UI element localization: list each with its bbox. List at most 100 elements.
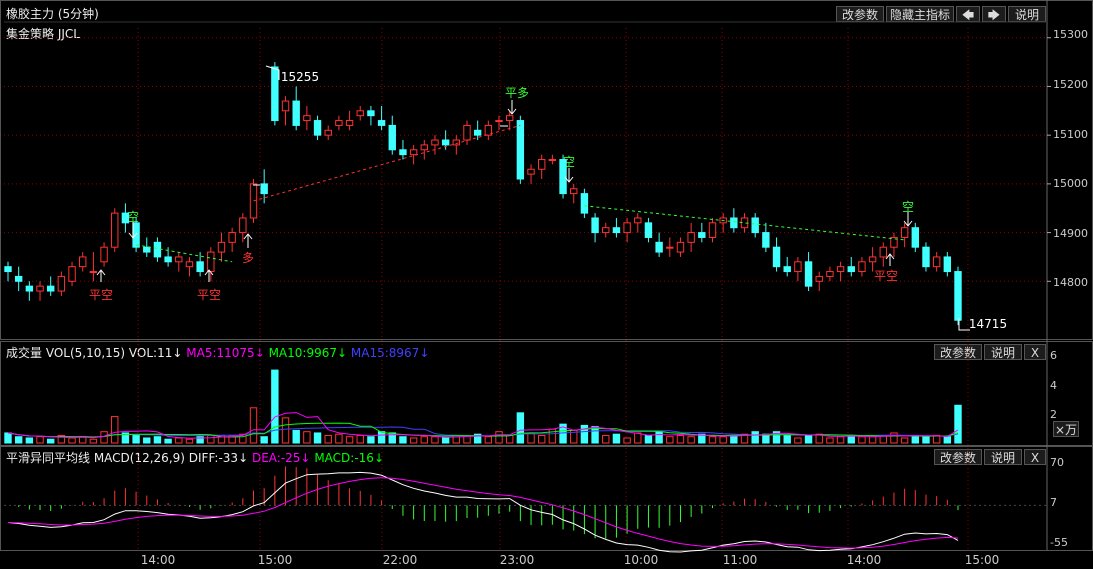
candle-body xyxy=(623,222,631,234)
volume-bar xyxy=(143,437,151,444)
candle-body xyxy=(164,256,172,263)
macd-params-button[interactable]: 改参数 xyxy=(934,449,982,465)
high-leader-line xyxy=(265,65,280,80)
volume-bar xyxy=(207,434,215,444)
macd-help-button[interactable]: 说明 xyxy=(984,449,1022,465)
macd-close-button[interactable]: X xyxy=(1024,449,1046,465)
candle-body xyxy=(602,227,610,234)
candle-body xyxy=(399,149,407,156)
signal-arrow-flat-short-2-head xyxy=(204,269,214,276)
candle-body xyxy=(591,217,599,234)
candle-body xyxy=(100,246,108,263)
candle-body xyxy=(644,222,653,238)
volume-bar xyxy=(666,436,674,444)
candle-body xyxy=(303,115,311,122)
macd-indicator-title: 平滑异同平均线 MACD(12,26,9) DIFF:-33↓ DEA:-25↓… xyxy=(6,449,384,466)
price-tick-15000: 15000 xyxy=(1053,177,1088,190)
candle-body xyxy=(260,183,268,195)
volume-bar xyxy=(431,436,439,444)
candle-body xyxy=(516,120,525,180)
candle-body xyxy=(858,261,866,273)
candle-body xyxy=(730,217,738,229)
volume-bar xyxy=(644,434,653,444)
low-leader-line xyxy=(958,318,970,331)
volume-bar xyxy=(943,436,952,444)
candle-body xyxy=(836,266,845,273)
volume-bar xyxy=(281,417,290,444)
macd-value-arrow: ↓ xyxy=(373,451,384,465)
time-tick-2200: 22:00 xyxy=(382,553,418,567)
volume-close-button[interactable]: X xyxy=(1024,344,1046,360)
candle-body xyxy=(367,110,375,117)
candle-body xyxy=(580,193,589,214)
signal-arrow-short-3-head xyxy=(903,220,913,227)
main-chart-panel: 橡胶主力 (5分钟) 集金策略 JJCL 改参数 隐藏主指标 🡄 🡆 说明 15… xyxy=(6,6,1088,289)
time-tick-1000: 10:00 xyxy=(623,553,659,567)
volume-bar xyxy=(580,424,589,444)
candle-body xyxy=(473,129,482,136)
candle-body xyxy=(943,256,952,273)
volume-bar xyxy=(602,434,610,444)
signal-arrow-flat-short-1-head xyxy=(96,269,106,276)
volume-bar xyxy=(708,436,717,444)
price-tick-15100: 15100 xyxy=(1053,128,1088,141)
macd-tick-neg55: -55 xyxy=(1050,536,1068,549)
candle-body xyxy=(217,241,226,253)
time-tick-2300: 23:00 xyxy=(499,553,535,567)
candle-body xyxy=(313,120,322,136)
volume-help-button[interactable]: 说明 xyxy=(984,344,1022,360)
candle-body xyxy=(911,227,920,248)
macd-tick-7: 7 xyxy=(1050,496,1057,509)
volume-bar xyxy=(740,433,749,444)
volume-tick-4: 4 xyxy=(1050,379,1057,392)
main-panel-border xyxy=(0,0,1093,340)
candle-body xyxy=(505,115,514,122)
candle-body xyxy=(868,256,877,263)
volume-bar xyxy=(260,436,268,444)
candle-body xyxy=(324,129,332,136)
candle-body xyxy=(847,266,855,273)
volume-bar xyxy=(719,436,727,444)
volume-bar xyxy=(484,436,493,444)
volume-bar xyxy=(57,434,66,444)
signal-arrow-short-1-head xyxy=(128,232,138,239)
candle-body xyxy=(207,251,215,273)
volume-bar xyxy=(826,437,834,444)
signal-arrow-flat-short-3-head xyxy=(885,253,895,260)
volume-unit-button[interactable]: ×万 xyxy=(1053,421,1079,437)
candle-body xyxy=(794,261,802,273)
volume-params-button[interactable]: 改参数 xyxy=(934,344,982,360)
volume-bar xyxy=(271,369,279,444)
candle-body xyxy=(36,285,44,292)
candle-body xyxy=(954,271,962,321)
scroll-left-button[interactable]: 🡄 xyxy=(956,6,980,22)
volume-bar xyxy=(175,437,183,444)
candle-body xyxy=(666,246,674,249)
volume-bar xyxy=(367,436,375,444)
candle-body xyxy=(463,124,471,141)
scroll-right-button[interactable]: 🡆 xyxy=(982,6,1006,22)
volume-bar xyxy=(687,436,695,444)
signal-flat-short-2: 平空 xyxy=(196,288,222,302)
volume-bar xyxy=(591,426,599,444)
candle-body xyxy=(932,256,941,268)
volume-bar xyxy=(388,432,396,444)
volume-ma5-line xyxy=(7,412,959,439)
hide-main-indicator-button[interactable]: 隐藏主指标 xyxy=(886,6,954,22)
volume-bar xyxy=(377,431,386,444)
volume-bar xyxy=(4,432,12,444)
macd-value: MACD:-16 xyxy=(314,451,374,465)
candle-body xyxy=(527,168,535,175)
signal-short-3: 空 xyxy=(901,200,915,214)
candle-body xyxy=(79,256,87,268)
volume-bar xyxy=(836,436,845,444)
volume-name: 成交量 VOL(5,10,15) VOL:11 xyxy=(6,346,173,360)
candle-body xyxy=(111,212,119,248)
volume-bar xyxy=(612,433,621,444)
params-button[interactable]: 改参数 xyxy=(836,6,884,22)
volume-bar xyxy=(505,434,514,444)
candle-body xyxy=(441,139,450,146)
volume-bar xyxy=(111,416,119,444)
candle-body xyxy=(484,124,493,136)
